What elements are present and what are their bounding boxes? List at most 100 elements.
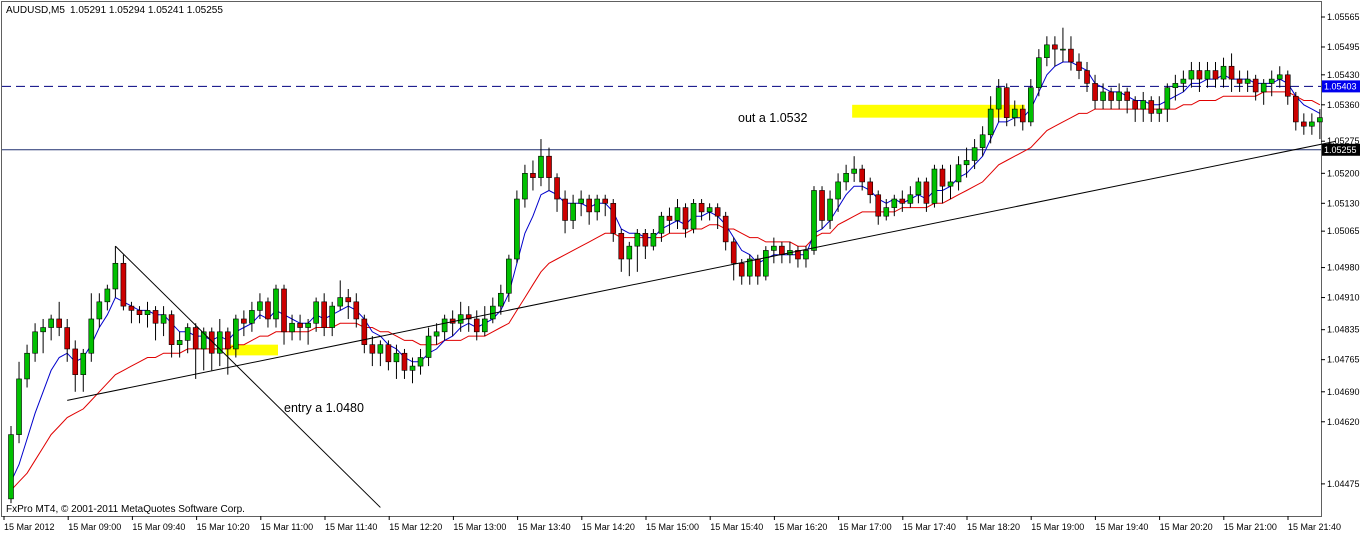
candle [1268,70,1275,97]
candle [642,229,649,259]
candle [979,126,986,157]
x-tick-label: 15 Mar 13:00 [453,522,506,532]
candle-body [859,168,865,183]
candle [8,426,14,504]
candle [64,318,71,362]
candle-body [626,245,633,260]
x-tick-label: 15 Mar 15:40 [710,522,763,532]
candle-body [1228,65,1235,80]
candle [88,293,95,362]
candle-body [64,327,71,350]
dashed-level-price-badge-bg [1322,80,1360,93]
up-trendline[interactable] [67,140,1337,401]
candle-body [618,233,625,260]
trendlines[interactable] [67,140,1337,508]
candle-body [425,335,432,358]
candle-body [313,301,319,324]
candle-body [56,318,62,328]
candle [634,229,641,272]
candle [136,306,143,324]
candle-body [321,301,327,328]
candle [32,323,38,362]
candle [40,318,46,354]
candle-body [8,434,14,500]
chart-header-ohlc: 1.05291 1.05294 1.05241 1.05255 [70,5,223,16]
candle-body [658,215,665,234]
candle-body [706,207,713,213]
candle-body [80,352,87,375]
candle [851,156,857,182]
candle [473,310,480,341]
candle [104,284,111,311]
candle [971,139,978,170]
candle-body [1092,83,1098,101]
candle [369,336,376,367]
candle [746,254,753,285]
candle [313,297,319,332]
candle-body [281,288,287,333]
candle [1309,113,1315,135]
candle [867,177,874,204]
exit-annotation[interactable]: out a 1.0532 [738,111,808,125]
y-tick-label: 1.04690 [1327,387,1360,397]
y-tick-label: 1.05495 [1327,42,1360,52]
candle-body [1180,78,1187,84]
candle-body [506,258,512,294]
candle-body [1068,48,1074,63]
x-tick-label: 15 Mar 18:20 [967,522,1020,532]
candle-body [690,203,697,230]
candle-body [24,352,30,380]
down-line[interactable] [115,245,381,508]
candle-body [843,173,849,183]
candle [939,164,946,204]
x-tick-label: 15 Mar 17:40 [903,522,956,532]
candle [1084,61,1090,92]
candle-body [361,318,368,345]
candle [514,190,520,264]
candle-body [417,357,424,367]
candle-body [554,177,560,200]
candle-body [257,301,263,311]
candle-body [353,301,360,320]
candle [554,173,560,212]
y-tick-label: 1.05360 [1327,100,1360,110]
y-tick-label: 1.04835 [1327,325,1360,335]
candle-body [1028,87,1034,123]
candle-body [714,207,721,217]
candle [80,348,87,392]
highlight-zones[interactable] [225,104,1025,356]
candle-body [514,198,520,260]
candle [1293,91,1299,131]
candle [1164,83,1171,122]
candle [763,246,769,281]
candle-body [698,203,705,213]
candle-body [779,245,785,256]
candle [1180,70,1187,92]
time-axis[interactable]: 15 Mar 2012 15 Mar 09:00 15 Mar 09:40 15 Ma… [3,516,1341,532]
x-tick-label: 15 Mar 14:20 [582,522,635,532]
x-tick-label: 15 Mar 11:00 [261,522,313,532]
candle [168,310,175,358]
candle [626,241,633,277]
candle [843,164,849,191]
entry-annotation[interactable]: entry a 1.0480 [284,401,364,415]
candle-body [168,314,175,345]
candle-body [1204,70,1211,80]
candle-body [891,198,898,208]
exit-zone[interactable] [852,104,1025,118]
candle [233,314,239,358]
y-tick-label: 1.04620 [1327,417,1360,427]
candle-body [939,168,946,187]
candle [160,306,167,337]
candle [216,318,223,367]
candle [1011,100,1018,127]
candle-body [1276,74,1283,80]
y-tick-label: 1.04475 [1327,479,1360,489]
entry-zone[interactable] [225,344,278,356]
candle [594,194,600,221]
price-axis[interactable]: 1.055651.054951.054301.053601.052751.052… [1321,12,1360,489]
candle [1060,27,1066,62]
candle [433,323,440,345]
